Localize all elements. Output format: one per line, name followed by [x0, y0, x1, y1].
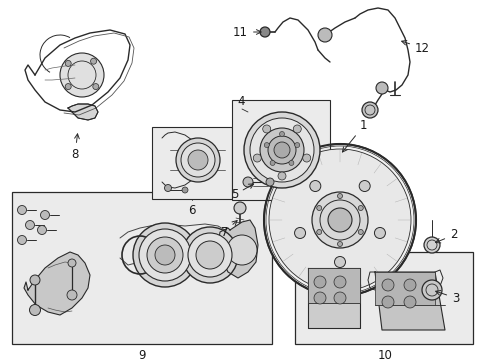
Text: 6: 6: [188, 204, 195, 217]
Text: 10: 10: [377, 349, 392, 360]
Text: 1: 1: [342, 119, 367, 152]
Circle shape: [249, 118, 313, 182]
Circle shape: [226, 235, 257, 265]
Circle shape: [359, 180, 369, 192]
Polygon shape: [307, 268, 359, 328]
Circle shape: [93, 84, 99, 90]
Circle shape: [381, 279, 393, 291]
Circle shape: [278, 172, 285, 180]
Circle shape: [260, 128, 304, 172]
Bar: [152, 127, 231, 199]
Circle shape: [260, 27, 269, 37]
Text: 7: 7: [220, 221, 237, 238]
Circle shape: [309, 180, 320, 192]
Circle shape: [196, 241, 224, 269]
Text: 2: 2: [435, 229, 457, 243]
Bar: [12, 192, 271, 344]
Circle shape: [302, 154, 310, 162]
Circle shape: [267, 136, 295, 164]
Circle shape: [65, 60, 71, 67]
Circle shape: [333, 276, 346, 288]
Polygon shape: [374, 272, 444, 330]
Polygon shape: [24, 252, 90, 315]
Bar: [307, 268, 359, 303]
Circle shape: [327, 208, 351, 232]
Circle shape: [313, 276, 325, 288]
Circle shape: [361, 102, 377, 118]
Circle shape: [244, 112, 319, 188]
Circle shape: [333, 292, 346, 304]
Circle shape: [293, 125, 301, 133]
Text: 11: 11: [232, 26, 261, 39]
Circle shape: [30, 275, 40, 285]
Bar: [294, 252, 472, 344]
Circle shape: [337, 194, 342, 198]
Text: 4: 4: [237, 95, 244, 108]
Polygon shape: [68, 104, 98, 120]
Circle shape: [268, 149, 410, 291]
Circle shape: [181, 143, 215, 177]
Circle shape: [182, 227, 238, 283]
Circle shape: [316, 206, 321, 211]
Circle shape: [294, 228, 305, 238]
Bar: [374, 272, 434, 305]
Circle shape: [264, 144, 415, 296]
Circle shape: [334, 256, 345, 267]
Circle shape: [187, 233, 231, 277]
Circle shape: [18, 206, 26, 215]
Text: 5: 5: [230, 184, 253, 202]
Circle shape: [41, 211, 49, 220]
Circle shape: [234, 202, 245, 214]
Circle shape: [187, 150, 207, 170]
Circle shape: [133, 223, 197, 287]
Text: 9: 9: [138, 349, 145, 360]
Circle shape: [381, 296, 393, 308]
Circle shape: [25, 220, 35, 230]
Text: 3: 3: [435, 291, 458, 305]
Circle shape: [264, 143, 269, 148]
Text: 12: 12: [401, 40, 429, 54]
Circle shape: [375, 82, 387, 94]
Circle shape: [317, 28, 331, 42]
Circle shape: [358, 230, 363, 234]
Circle shape: [18, 235, 26, 244]
Circle shape: [65, 84, 71, 90]
Circle shape: [358, 206, 363, 211]
Circle shape: [294, 143, 299, 148]
Circle shape: [288, 161, 293, 166]
Circle shape: [423, 237, 439, 253]
Circle shape: [403, 296, 415, 308]
Circle shape: [337, 242, 342, 247]
Circle shape: [421, 280, 441, 300]
Circle shape: [313, 292, 325, 304]
Circle shape: [273, 142, 289, 158]
Circle shape: [374, 228, 385, 238]
Circle shape: [269, 161, 275, 166]
Circle shape: [38, 225, 46, 234]
Circle shape: [60, 53, 104, 97]
Circle shape: [182, 187, 187, 193]
Text: 8: 8: [71, 134, 79, 161]
Circle shape: [279, 131, 284, 136]
Polygon shape: [218, 220, 258, 278]
Circle shape: [253, 154, 261, 162]
Circle shape: [164, 184, 171, 192]
Bar: [231, 100, 329, 200]
Circle shape: [29, 305, 41, 315]
Circle shape: [147, 237, 183, 273]
Circle shape: [243, 177, 252, 187]
Circle shape: [316, 230, 321, 234]
Circle shape: [262, 125, 270, 133]
Circle shape: [265, 178, 273, 186]
Circle shape: [311, 192, 367, 248]
Circle shape: [155, 245, 175, 265]
Circle shape: [403, 279, 415, 291]
Circle shape: [90, 58, 96, 64]
Circle shape: [68, 259, 76, 267]
Circle shape: [176, 138, 220, 182]
Circle shape: [139, 229, 191, 281]
Circle shape: [67, 290, 77, 300]
